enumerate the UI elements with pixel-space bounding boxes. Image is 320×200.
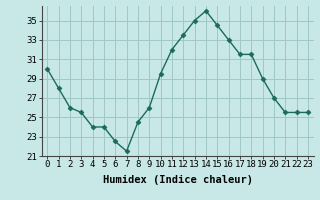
X-axis label: Humidex (Indice chaleur): Humidex (Indice chaleur) <box>103 175 252 185</box>
